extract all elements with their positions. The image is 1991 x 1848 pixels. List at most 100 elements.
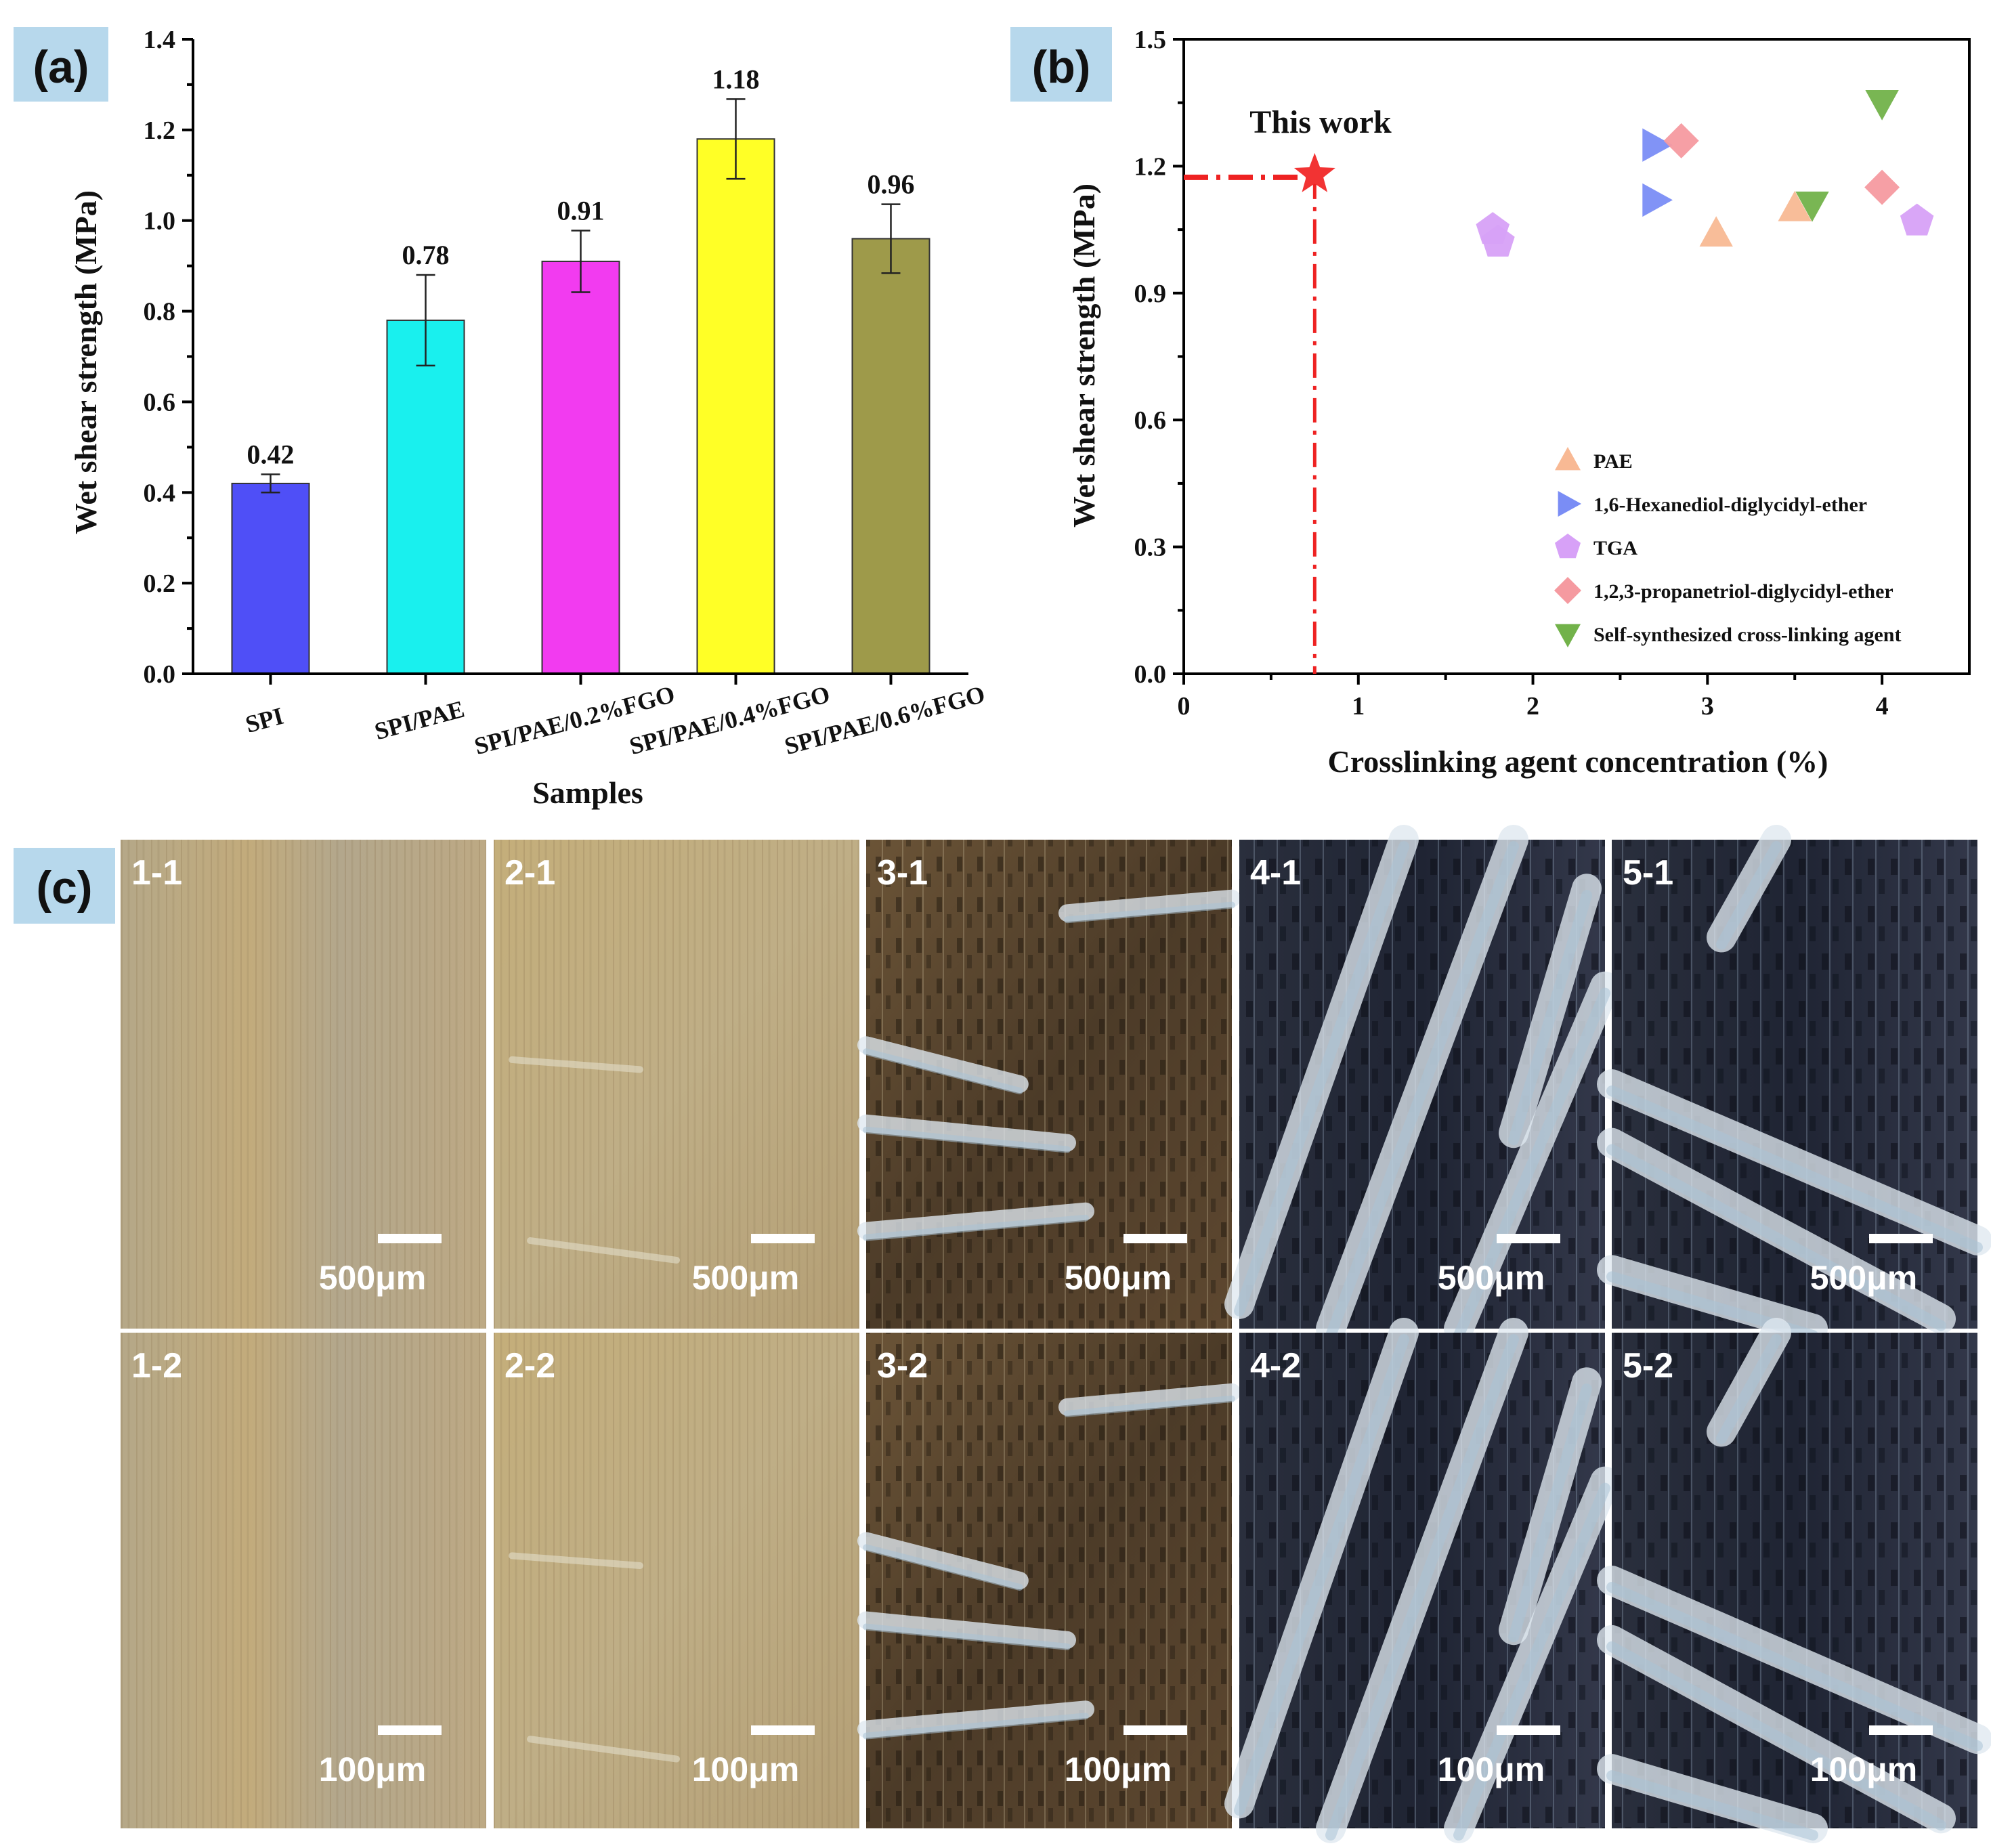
b-y-tick-label-1: 0.3 [1134, 534, 1167, 562]
b-y-tick-label-2: 0.6 [1134, 406, 1167, 435]
panel-a-y-axis-label: Wet shear strength (MPa) [68, 190, 103, 534]
fiber-streak-edge-4 [1508, 1383, 1592, 1643]
micrograph-tile-4-2: 4-2 100μm [1224, 1318, 1620, 1843]
bar-value-label-5: 0.96 [868, 169, 915, 200]
panel-c-label: (c) [36, 862, 92, 914]
b-x-tick-label-0: 0 [1178, 692, 1191, 721]
panel-c-label-bg [14, 848, 115, 924]
bar-4 [696, 138, 775, 674]
fiber-streak-edge-1 [1234, 1334, 1409, 1816]
fiber-streak-3 [857, 1202, 1094, 1240]
panel-b-label: (b) [1032, 41, 1091, 93]
fiber-streak-edge-1 [1606, 1086, 1983, 1253]
bar-value-label-2: 0.78 [402, 240, 450, 270]
scale-bar-label: 500μm [1438, 1259, 1545, 1297]
this-work-annotation: This work [1249, 104, 1392, 140]
panel-b-legend: PAE 1,6-Hexanediol-diglycidyl-ether TGA 1,2… [1554, 447, 1901, 647]
micrograph-texture [121, 840, 486, 1329]
y-tick-label-3: 0.6 [144, 388, 176, 416]
scale-bar-label: 500μm [1065, 1259, 1172, 1297]
fiber-streak-1 [857, 1036, 1029, 1093]
fiber-streak-edge-2 [1606, 1641, 1946, 1831]
scale-bar-label: 100μm [1065, 1750, 1172, 1788]
fiber-streak-edge-3 [863, 1713, 1089, 1740]
scatter-point-1-2 [1778, 190, 1812, 221]
fiber-streak-edge-2 [863, 1126, 1071, 1153]
b-y-tick-label-4: 1.2 [1134, 152, 1167, 181]
micrograph-texture [121, 1333, 486, 1828]
b-x-tick-label-4: 4 [1876, 692, 1889, 721]
scale-bar [378, 1234, 442, 1243]
bar-3 [541, 260, 620, 674]
surface-mark-1 [509, 1056, 643, 1073]
fiber-streak-3 [857, 1700, 1094, 1738]
micrograph-id-label: 2-1 [505, 853, 555, 893]
b-y-tick-label-0: 0.0 [1134, 660, 1167, 689]
scale-bar [1869, 1234, 1933, 1243]
fiber-streak-edge-3 [863, 1214, 1089, 1241]
panel-b-x-axis-label: Crosslinking agent concentration (%) [1328, 744, 1828, 779]
scale-bar-label: 500μm [1810, 1259, 1917, 1297]
legend-marker-5 [1555, 624, 1581, 647]
fiber-streak-edge-2 [1325, 841, 1519, 1341]
micrograph-id-label: 2-2 [505, 1346, 555, 1385]
fiber-streak-2 [1597, 1127, 1956, 1334]
micrograph-tile-4-1: 4-1 500μm [1224, 825, 1620, 1344]
scatter-point-5-1 [1865, 90, 1899, 121]
this-work-star-point [1293, 152, 1335, 192]
fiber-streak-edge-4 [1508, 890, 1592, 1146]
micrograph-tile-3-2: 3-2 100μm [857, 1333, 1241, 1828]
y-tick-label-0: 0.0 [144, 660, 176, 689]
bar-value-label-3: 0.91 [557, 195, 605, 225]
scale-bar [751, 1234, 815, 1243]
y-tick-label-2: 0.4 [144, 479, 176, 507]
fiber-streak-edge-1 [1234, 841, 1409, 1316]
x-tick-label-1: SPI [242, 702, 286, 738]
micrograph-tile-3-1: 3-1 500μm [857, 840, 1241, 1329]
scatter-point-4-2 [1864, 169, 1900, 205]
legend-label-4: 1,2,3-propanetriol-diglycidyl-ether [1593, 580, 1893, 603]
b-x-tick-label-1: 1 [1352, 692, 1365, 721]
surface-mark-2 [527, 1736, 680, 1763]
bar-value-label-4: 1.18 [712, 64, 760, 94]
fiber-streak-4 [1597, 1754, 1828, 1843]
scatter-point-2-2 [1642, 183, 1673, 217]
legend-label-2: 1,6-Hexanediol-diglycidyl-ether [1593, 494, 1867, 516]
b-x-tick-label-3: 3 [1701, 692, 1714, 721]
y-tick-label-4: 0.8 [144, 298, 176, 326]
micrograph-texture [866, 1333, 1232, 1828]
fiber-streak-1 [857, 1532, 1029, 1589]
legend-label-5: Self-synthesized cross-linking agent [1593, 624, 1901, 646]
micrograph-tile-2-1: 2-1 500μm [494, 840, 859, 1329]
fiber-streak-edge-3 [1716, 1334, 1782, 1444]
legend-marker-3 [1555, 534, 1581, 559]
fiber-streak-edge-2 [1325, 1334, 1519, 1841]
fiber-streak-edge-3 [1453, 987, 1610, 1341]
b-y-tick-label-5: 1.5 [1134, 26, 1167, 54]
micrograph-tile-1-1: 1-1 500μm [121, 840, 486, 1329]
scale-bar [378, 1725, 442, 1735]
legend-marker-2 [1558, 491, 1581, 517]
micrograph-id-label: 4-1 [1250, 853, 1301, 893]
bar-2 [386, 319, 465, 674]
surface-mark-1 [509, 1552, 643, 1570]
scale-bar-label: 100μm [1438, 1750, 1545, 1788]
fiber-streak-edge-4 [1064, 1395, 1235, 1417]
legend-label-1: PAE [1593, 450, 1633, 473]
legend-label-3: TGA [1593, 537, 1637, 559]
scatter-point-3-2 [1481, 224, 1515, 257]
micrograph-id-label: 5-2 [1623, 1346, 1673, 1385]
scale-bar [1869, 1725, 1933, 1735]
panel-a-bar-chart: (a) 0.42SPI0.78SPI/PAE0.91SPI/PAE/0.2%FG… [14, 26, 988, 810]
micrograph-id-label: 1-2 [131, 1346, 182, 1385]
scale-bar [1123, 1725, 1187, 1735]
panel-b-y-axis-label: Wet shear strength (MPa) [1067, 184, 1101, 528]
panel-a-label-bg [14, 27, 108, 102]
scatter-point-4-1 [1663, 123, 1699, 158]
bar-1 [231, 482, 310, 675]
fiber-streak-1 [1597, 1069, 1991, 1256]
scale-bar [1123, 1234, 1187, 1243]
fiber-streak-2 [1597, 1625, 1956, 1834]
panel-a-label: (a) [33, 41, 89, 93]
